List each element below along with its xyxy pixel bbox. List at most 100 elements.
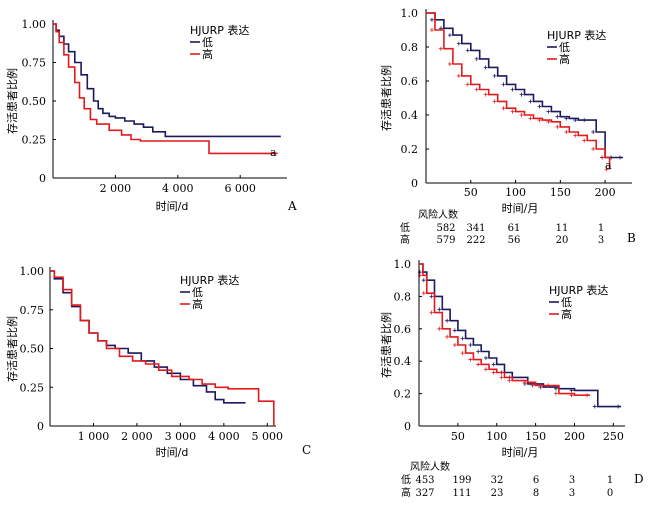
- censor-mark: [573, 118, 578, 123]
- panel-letter: A: [287, 199, 297, 213]
- censor-mark: [546, 109, 551, 114]
- legend-entry: 低: [202, 36, 213, 49]
- censor-mark: [537, 104, 542, 109]
- series-line-low: [53, 23, 281, 138]
- censor-mark: [468, 357, 473, 362]
- censor-mark: [492, 99, 497, 104]
- panel-d: 0 0.2 0.4 0.6 0.8 1.0 50 100 150 200 250 时间/月 存活患者比例…: [379, 258, 644, 499]
- y-tick-label: 0.8: [394, 290, 412, 303]
- censor-mark: [492, 73, 497, 78]
- y-tick-label: 0.2: [401, 143, 419, 156]
- y-tick-label: 0.50: [20, 343, 45, 356]
- risk-value: 453: [415, 475, 434, 486]
- censor-mark: [510, 109, 515, 114]
- y-tick-label: 0.25: [22, 134, 47, 147]
- censor-mark: [582, 118, 587, 123]
- x-axis-label: 时间/d: [156, 200, 189, 213]
- risk-value: 582: [436, 223, 455, 234]
- y-tick-label: 1.00: [22, 18, 47, 31]
- censor-mark: [429, 28, 434, 32]
- censor-mark: [445, 334, 450, 339]
- y-axis-label: 存活患者比例: [379, 312, 393, 378]
- censor-mark: [616, 404, 621, 409]
- legend-title: HJURP 表达: [547, 28, 606, 42]
- censor-mark: [564, 130, 569, 134]
- censor-mark: [555, 114, 560, 119]
- censor-mark: [507, 378, 512, 383]
- risk-value: 23: [491, 488, 504, 499]
- censor-mark: [582, 138, 587, 143]
- censor-mark: [592, 404, 597, 409]
- y-tick-label: 0: [404, 420, 411, 433]
- censor-mark: [438, 46, 443, 51]
- legend-entry: 高: [559, 52, 570, 66]
- y-tick-label: 1.0: [394, 258, 412, 271]
- y-tick-label: 0.4: [401, 109, 419, 122]
- panel-b: 0 0.2 0.4 0.6 0.8 1.0 50 100 150 200 时间/月 存活患者比例 HJU…: [379, 7, 636, 246]
- legend-entry: 高: [561, 307, 572, 321]
- censor-mark: [519, 92, 524, 97]
- censor-mark: [519, 113, 524, 117]
- censor-mark: [501, 82, 506, 87]
- risk-value: 1: [598, 223, 604, 234]
- risk-table-title: 风险人数: [418, 208, 458, 221]
- x-axis-label: 时间/d: [156, 446, 189, 459]
- censor-mark: [600, 155, 605, 160]
- censor-mark: [499, 375, 504, 380]
- series-line-low: [50, 270, 246, 404]
- y-axis-label: 存活患者比例: [379, 65, 393, 131]
- legend-title: HJURP 表达: [190, 23, 249, 37]
- y-tick-label: 0.25: [20, 381, 45, 394]
- x-tick-label: 4 000: [162, 182, 194, 195]
- x-tick-label: 50: [451, 430, 465, 443]
- y-tick-label: 0.6: [401, 75, 419, 88]
- x-axis-label: 时间/月: [502, 202, 539, 215]
- risk-value: 6: [533, 475, 539, 486]
- censor-mark: [491, 362, 496, 367]
- censor-mark: [483, 355, 488, 360]
- risk-row-label: 高: [400, 233, 410, 246]
- risk-value: 199: [452, 475, 471, 486]
- x-tick-label: 6 000: [224, 182, 256, 195]
- x-tick-label: 200: [564, 430, 585, 443]
- y-axis-label: 存活患者比例: [5, 316, 19, 382]
- censor-mark: [483, 65, 488, 70]
- censor-mark: [429, 17, 434, 22]
- risk-value: 3: [569, 475, 575, 486]
- x-tick-label: 200: [595, 186, 616, 199]
- censor-mark: [510, 87, 515, 92]
- censor-mark: [528, 116, 533, 121]
- risk-value: 341: [466, 223, 485, 234]
- x-tick-label: 150: [525, 430, 546, 443]
- y-tick-label: 0.50: [22, 95, 47, 108]
- censor-mark: [468, 343, 473, 347]
- legend-entry: 低: [192, 286, 203, 299]
- y-tick-label: 0.75: [22, 57, 47, 70]
- censor-mark: [452, 328, 457, 333]
- risk-value: 111: [452, 488, 471, 499]
- legend-entry: 高: [202, 47, 213, 61]
- risk-value: 20: [556, 235, 569, 246]
- risk-value: 222: [466, 235, 485, 246]
- censor-mark: [553, 391, 558, 396]
- censor-mark: [546, 383, 551, 388]
- censor-mark: [429, 310, 434, 315]
- censor-mark: [460, 336, 465, 341]
- censor-mark: [522, 380, 527, 385]
- x-tick-label: 2 000: [121, 430, 153, 443]
- censor-mark: [591, 147, 596, 151]
- censor-mark: [538, 383, 543, 388]
- y-axis-label: 存活患者比例: [5, 68, 19, 134]
- x-axis-label: 时间/月: [502, 446, 539, 459]
- x-tick-label: 4 000: [208, 430, 240, 443]
- censor-mark: [476, 362, 481, 367]
- censor-mark: [483, 92, 488, 97]
- x-tick-label: 5 000: [252, 430, 284, 443]
- y-tick-label: 0: [37, 420, 44, 433]
- censor-mark: [553, 386, 558, 391]
- risk-value: 0: [607, 488, 613, 499]
- censor-mark: [546, 119, 551, 124]
